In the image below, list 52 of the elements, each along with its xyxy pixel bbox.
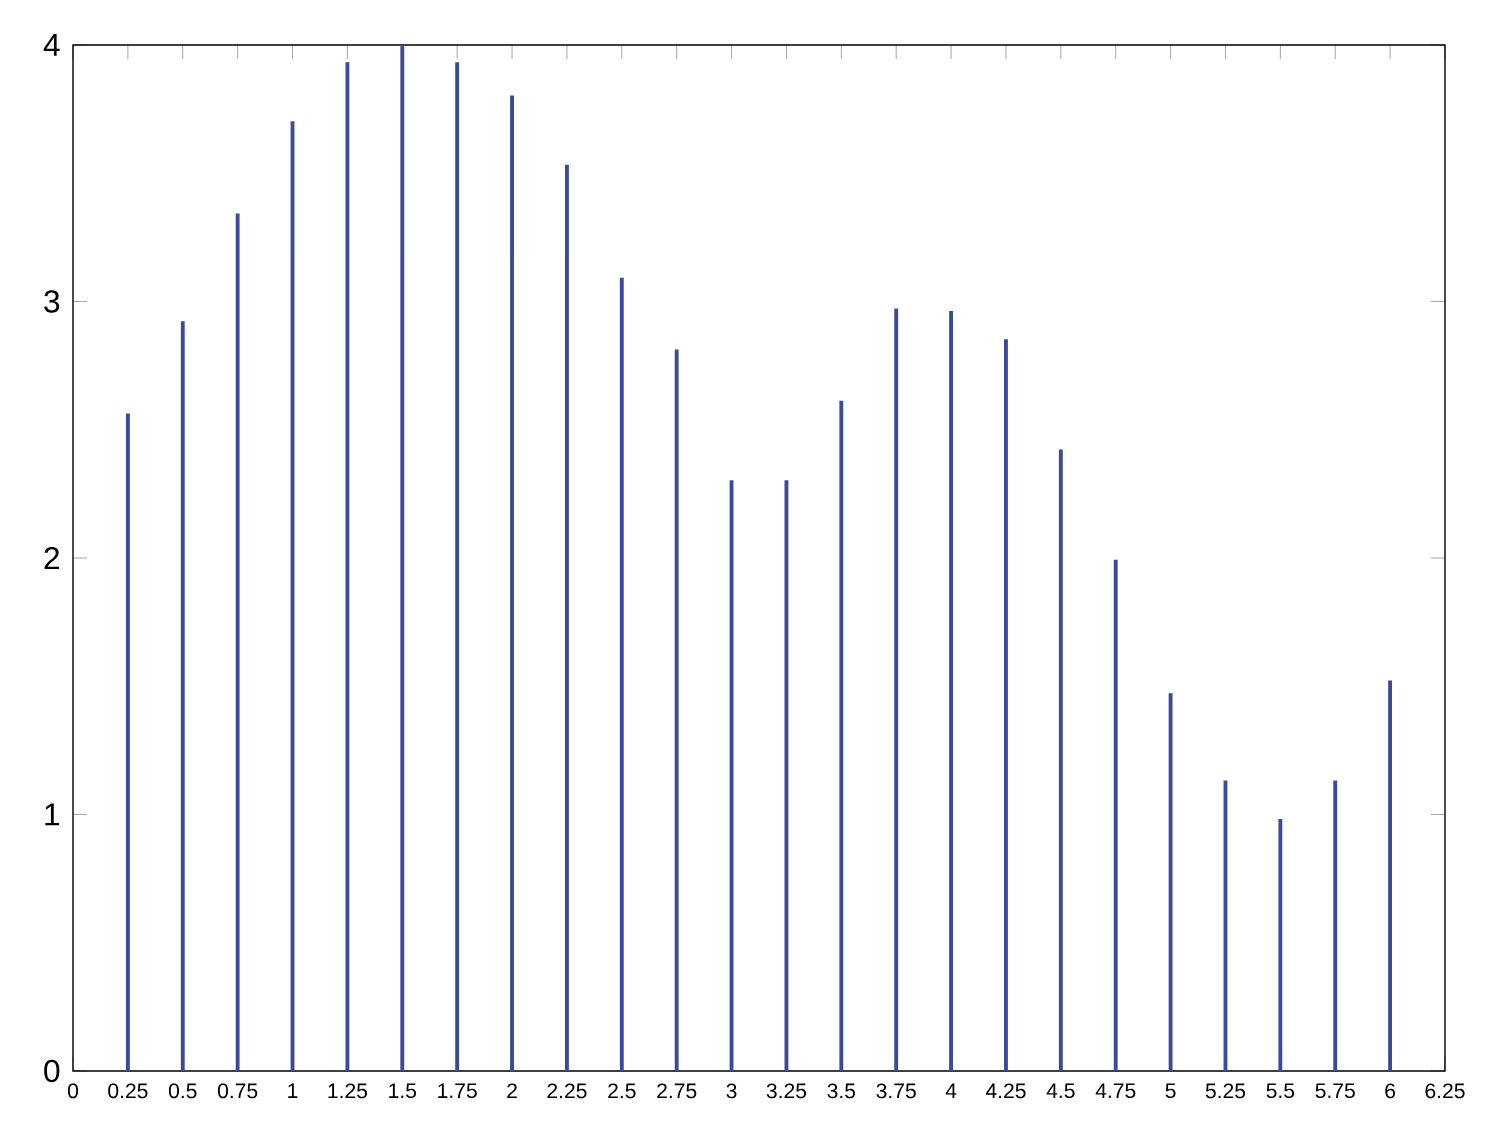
bar	[510, 95, 514, 1071]
x-tick-label: 5	[1165, 1083, 1176, 1099]
bar	[180, 321, 185, 1071]
y-tick-label: 4	[43, 34, 60, 56]
x-tick-label: 4.25	[985, 1083, 1026, 1099]
x-tick-label: 0.5	[168, 1083, 197, 1099]
x-tick-label: 3	[726, 1083, 737, 1099]
x-tick-label: 1.75	[438, 1083, 477, 1099]
y-tick-label: 0	[44, 1059, 60, 1083]
x-tick-label: 4	[945, 1083, 957, 1098]
bar	[235, 213, 240, 1071]
bar	[1058, 449, 1063, 1071]
x-tick-label: 4.5	[1046, 1083, 1075, 1099]
x-tick-label: 2.5	[608, 1083, 636, 1099]
bar	[1388, 680, 1393, 1071]
bar	[400, 44, 405, 1071]
x-tick-label: 1	[288, 1083, 298, 1098]
bar	[839, 400, 844, 1071]
x-tick-label: 6	[1385, 1083, 1396, 1099]
x-tick-label: 2.25	[547, 1083, 587, 1099]
bar	[619, 277, 624, 1071]
bar	[564, 164, 569, 1071]
x-tick-label: 3.75	[876, 1083, 916, 1099]
x-tick-label: 0.25	[108, 1083, 148, 1099]
x-tick-label: 0.75	[217, 1083, 258, 1099]
x-tick-label: 5.5	[1266, 1083, 1295, 1099]
y-tick-label: 3	[44, 290, 60, 313]
x-tick-label: 2	[507, 1083, 517, 1099]
x-tick-label: 4.75	[1095, 1083, 1136, 1099]
y-tick-label: 2	[44, 546, 59, 570]
bar	[125, 413, 130, 1071]
x-tick-label: 2.75	[657, 1083, 697, 1099]
bar	[674, 349, 679, 1071]
x-tick-label: 3.5	[827, 1083, 856, 1099]
bar	[1333, 780, 1338, 1071]
x-tick-label: 5.75	[1315, 1083, 1355, 1099]
x-tick-label: 6.25	[1425, 1083, 1465, 1099]
bar	[949, 311, 954, 1071]
bar	[1004, 339, 1008, 1071]
bar	[455, 62, 460, 1071]
x-tick-label: 3.25	[766, 1083, 807, 1099]
x-tick-label: 1.5	[389, 1083, 417, 1099]
bar	[894, 308, 899, 1071]
x-tick-label: 1.25	[328, 1083, 368, 1099]
bar	[1278, 818, 1283, 1071]
x-tick-label: 5.25	[1205, 1083, 1246, 1099]
bar	[345, 62, 350, 1071]
x-tick-label: 0	[67, 1083, 79, 1099]
bar	[1168, 693, 1173, 1071]
bar	[784, 480, 789, 1071]
y-tick-label: 1	[45, 803, 60, 826]
bar	[1113, 559, 1118, 1071]
